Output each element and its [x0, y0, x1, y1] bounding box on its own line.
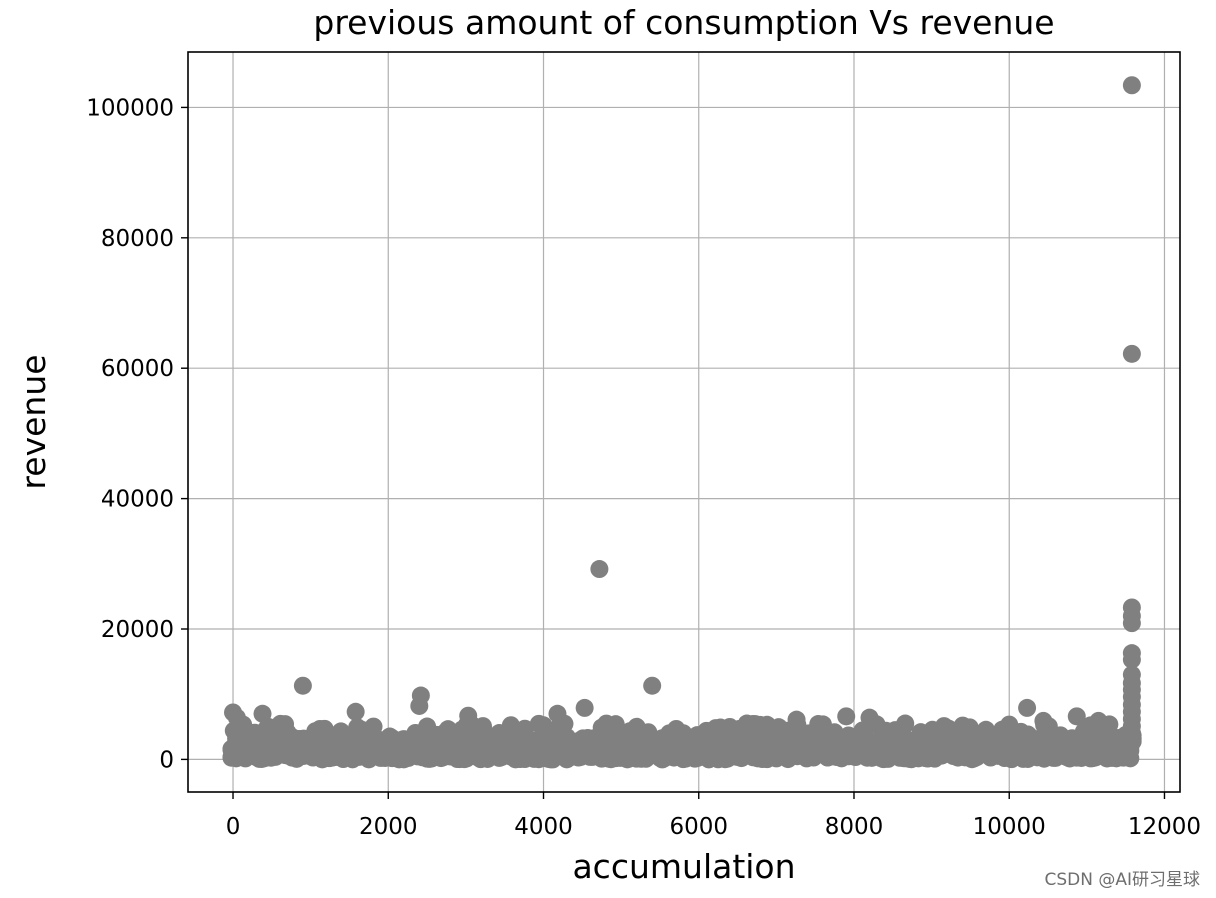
x-axis-label: accumulation: [572, 847, 795, 886]
data-point: [737, 714, 756, 733]
data-points: [222, 76, 1142, 769]
data-point: [627, 717, 646, 736]
axes: 0 2000 4000 6000 8000 10000 12000 0 20000 40000 60…: [14, 3, 1201, 886]
x-tick-label: 0: [226, 814, 241, 840]
y-axis-label: revenue: [14, 354, 53, 489]
plot-frame: [187, 51, 1181, 793]
data-point: [575, 698, 594, 717]
data-point: [1122, 614, 1141, 633]
data-point: [860, 708, 879, 727]
chart-title: previous amount of consumption Vs revenu…: [313, 3, 1054, 42]
data-point: [293, 676, 312, 695]
data-point: [837, 707, 856, 726]
data-point: [459, 706, 478, 725]
data-point: [1034, 711, 1053, 730]
y-tick-label: 40000: [101, 487, 174, 513]
y-tick-label: 100000: [86, 95, 174, 121]
data-point: [787, 710, 806, 729]
data-point: [606, 715, 625, 734]
data-point: [501, 716, 520, 735]
y-tick-label: 80000: [101, 226, 174, 252]
data-point: [896, 714, 915, 733]
grid-lines: [188, 52, 1180, 792]
y-tick-label: 20000: [101, 617, 174, 643]
data-point: [253, 704, 272, 723]
y-tick-label: 60000: [101, 356, 174, 382]
data-point: [1122, 650, 1141, 669]
data-point: [643, 676, 662, 695]
data-point: [1089, 711, 1108, 730]
y-tick-label: 0: [159, 747, 174, 773]
x-tick-label: 8000: [825, 814, 884, 840]
x-tick-label: 12000: [1128, 814, 1201, 840]
data-point: [1122, 344, 1141, 363]
data-point: [346, 702, 365, 721]
data-point: [227, 708, 246, 727]
data-point: [548, 704, 567, 723]
x-tick-label: 6000: [669, 814, 728, 840]
x-tick-label: 2000: [359, 814, 418, 840]
data-point: [1122, 76, 1141, 95]
data-point: [590, 560, 609, 579]
data-point: [1067, 707, 1086, 726]
x-tick-label: 10000: [973, 814, 1046, 840]
data-point: [411, 686, 430, 705]
watermark: CSDN @AI研习星球: [1044, 870, 1200, 890]
data-point: [1018, 698, 1037, 717]
x-tick-label: 4000: [514, 814, 573, 840]
data-point: [1122, 730, 1141, 749]
